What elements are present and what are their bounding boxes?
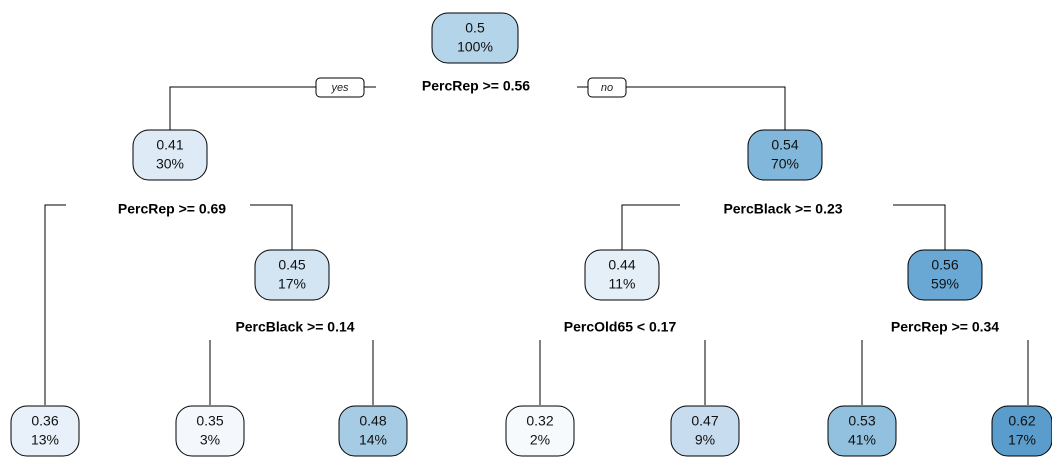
node-value: 0.47 [691,413,718,429]
node-value: 0.35 [196,413,223,429]
no-label: no [601,82,613,94]
node-box [747,129,823,181]
node-percent: 30% [156,156,184,172]
node-value: 0.45 [278,257,305,273]
node-percent: 14% [359,432,387,448]
node-percent: 17% [1008,432,1036,448]
node-percent: 70% [771,156,799,172]
edge [250,204,293,250]
node-value: 0.54 [771,137,798,153]
node-box [827,405,897,457]
node-value: 0.44 [608,257,635,273]
node-value: 0.62 [1008,413,1035,429]
no-box [587,77,627,98]
node-percent: 100% [457,39,493,55]
split-label: PercOld65 < 0.17 [564,319,677,335]
node-percent: 13% [31,432,59,448]
node-value: 0.36 [31,413,58,429]
edge [626,86,786,130]
node-percent: 41% [848,432,876,448]
split-label: PercRep >= 0.69 [118,201,226,217]
node-percent: 2% [530,432,550,448]
node-percent: 59% [931,276,959,292]
yes-label: yes [330,82,349,94]
edge [621,204,680,250]
edge [44,204,66,405]
node-value: 0.48 [359,413,386,429]
node-value: 0.5 [465,20,485,36]
split-label: PercRep >= 0.56 [422,78,530,94]
node-percent: 11% [609,276,636,292]
node-percent: 9% [695,432,715,448]
node-box [338,405,408,457]
node-box [670,405,740,457]
edge [893,204,946,250]
node-box [431,12,519,64]
node-box [991,405,1052,457]
split-label: PercBlack >= 0.14 [235,319,354,335]
node-value: 0.53 [848,413,875,429]
node-box [132,129,208,181]
yes-box [315,77,365,98]
node-box [907,249,983,301]
node-value: 0.32 [526,413,553,429]
node-box [505,405,575,457]
node-box [584,249,660,301]
node-value: 0.41 [156,137,183,153]
node-percent: 17% [278,276,306,292]
node-box [10,405,80,457]
node-percent: 3% [200,432,220,448]
node-box [254,249,330,301]
edges [44,86,1029,405]
node-box [175,405,245,457]
node-value: 0.56 [931,257,958,273]
split-label: PercBlack >= 0.23 [723,201,842,217]
split-label: PercRep >= 0.34 [891,319,999,335]
edge [169,86,316,130]
